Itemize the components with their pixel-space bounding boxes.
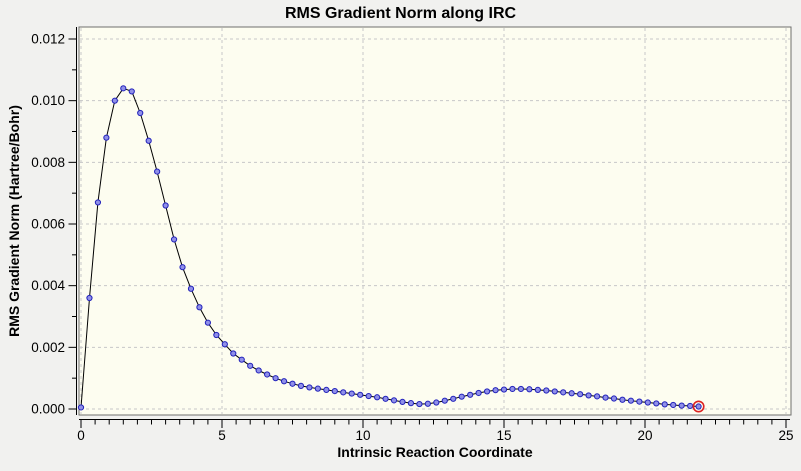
data-point-marker[interactable] bbox=[154, 168, 161, 175]
data-point-marker[interactable] bbox=[204, 319, 211, 326]
data-point-marker[interactable] bbox=[687, 402, 694, 410]
data-point-marker[interactable] bbox=[619, 396, 626, 403]
chart-title: RMS Gradient Norm along IRC bbox=[284, 5, 517, 22]
data-point-marker[interactable] bbox=[323, 386, 330, 393]
data-point-marker[interactable] bbox=[297, 382, 305, 389]
data-point-marker[interactable] bbox=[678, 402, 685, 409]
data-point-marker[interactable] bbox=[483, 388, 491, 395]
data-point-marker[interactable] bbox=[568, 390, 575, 397]
data-point-marker[interactable] bbox=[289, 380, 296, 387]
data-point-marker[interactable] bbox=[306, 384, 313, 391]
data-point-marker[interactable] bbox=[86, 294, 93, 302]
data-point-marker[interactable] bbox=[602, 394, 609, 401]
data-point-marker[interactable] bbox=[551, 388, 558, 395]
x-tick-label: 5 bbox=[218, 428, 226, 443]
data-point-marker[interactable] bbox=[441, 397, 448, 404]
data-point-marker[interactable] bbox=[77, 404, 85, 411]
data-point-marker[interactable] bbox=[120, 85, 127, 92]
y-tick-label: 0.008 bbox=[31, 155, 65, 170]
data-point-marker[interactable] bbox=[213, 331, 220, 339]
data-point-marker[interactable] bbox=[416, 400, 423, 408]
data-point-marker[interactable] bbox=[187, 285, 195, 292]
data-point-marker[interactable] bbox=[593, 393, 601, 400]
data-point-marker[interactable] bbox=[340, 389, 347, 396]
data-point-marker[interactable] bbox=[644, 399, 651, 406]
data-point-marker[interactable] bbox=[424, 400, 431, 407]
data-point-marker[interactable] bbox=[382, 395, 389, 402]
data-point-marker[interactable] bbox=[230, 350, 237, 357]
x-tick-label: 15 bbox=[496, 428, 511, 443]
data-point-marker[interactable] bbox=[467, 391, 474, 398]
x-tick-label: 10 bbox=[355, 428, 370, 443]
data-point-marker[interactable] bbox=[247, 362, 254, 369]
data-point-marker[interactable] bbox=[357, 391, 364, 398]
data-point-marker[interactable] bbox=[670, 401, 677, 409]
data-point-marker[interactable] bbox=[162, 202, 169, 209]
data-point-marker[interactable] bbox=[509, 385, 516, 393]
data-point-marker[interactable] bbox=[577, 391, 584, 398]
data-point-marker[interactable] bbox=[272, 375, 279, 382]
selected-point-ring[interactable] bbox=[692, 400, 705, 413]
data-point-marker[interactable] bbox=[331, 388, 338, 395]
y-tick-label: 0.004 bbox=[31, 278, 65, 293]
data-point-marker[interactable] bbox=[500, 386, 508, 393]
data-point-marker[interactable] bbox=[111, 97, 118, 104]
data-point-marker[interactable] bbox=[264, 371, 271, 378]
data-point-marker[interactable] bbox=[179, 264, 186, 271]
x-tick-label: 0 bbox=[77, 428, 85, 443]
y-tick-label: 0.002 bbox=[31, 340, 65, 355]
data-point-marker[interactable] bbox=[610, 395, 618, 402]
data-point-marker[interactable] bbox=[137, 109, 144, 117]
data-point-marker[interactable] bbox=[695, 403, 702, 410]
data-point-marker[interactable] bbox=[103, 134, 110, 141]
x-axis-title: Intrinsic Reaction Coordinate bbox=[337, 444, 533, 460]
y-tick-label: 0.012 bbox=[31, 32, 65, 47]
data-point-marker[interactable] bbox=[450, 395, 457, 402]
x-tick-label: 25 bbox=[778, 428, 793, 443]
data-point-marker[interactable] bbox=[492, 387, 499, 394]
y-tick-label: 0.000 bbox=[31, 402, 65, 417]
data-point-marker[interactable] bbox=[348, 390, 355, 397]
data-point-marker[interactable] bbox=[280, 378, 288, 385]
data-point-marker[interactable] bbox=[365, 392, 372, 400]
data-point-marker[interactable] bbox=[238, 356, 245, 363]
data-point-marker[interactable] bbox=[196, 304, 203, 311]
data-point-marker[interactable] bbox=[407, 400, 415, 407]
data-point-marker[interactable] bbox=[585, 392, 592, 399]
data-point-marker[interactable] bbox=[433, 399, 440, 406]
data-point-marker[interactable] bbox=[374, 394, 381, 401]
data-point-marker[interactable] bbox=[94, 199, 102, 206]
data-point-marker[interactable] bbox=[560, 389, 567, 396]
data-point-marker[interactable] bbox=[636, 398, 643, 405]
data-point-marker[interactable] bbox=[627, 397, 635, 404]
data-point-marker[interactable] bbox=[517, 385, 525, 393]
data-point-marker[interactable] bbox=[526, 386, 533, 393]
data-point-marker[interactable] bbox=[399, 398, 406, 406]
data-point-marker[interactable] bbox=[221, 341, 228, 348]
y-tick-label: 0.010 bbox=[31, 93, 65, 108]
data-point-marker[interactable] bbox=[543, 387, 550, 394]
data-point-marker[interactable] bbox=[255, 367, 262, 374]
data-point-marker[interactable] bbox=[314, 385, 321, 392]
data-point-marker[interactable] bbox=[145, 137, 152, 144]
data-point-marker[interactable] bbox=[661, 401, 668, 408]
data-point-marker[interactable] bbox=[653, 400, 660, 407]
data-point-marker[interactable] bbox=[390, 397, 398, 404]
data-point-marker[interactable] bbox=[475, 389, 482, 397]
x-tick-label: 20 bbox=[637, 428, 652, 443]
data-point-marker[interactable] bbox=[458, 393, 465, 400]
y-tick-label: 0.006 bbox=[31, 217, 65, 232]
data-point-marker[interactable] bbox=[170, 236, 178, 243]
data-point-marker[interactable] bbox=[534, 386, 541, 393]
plot-canvas[interactable] bbox=[78, 26, 792, 416]
data-point-marker[interactable] bbox=[128, 88, 135, 95]
